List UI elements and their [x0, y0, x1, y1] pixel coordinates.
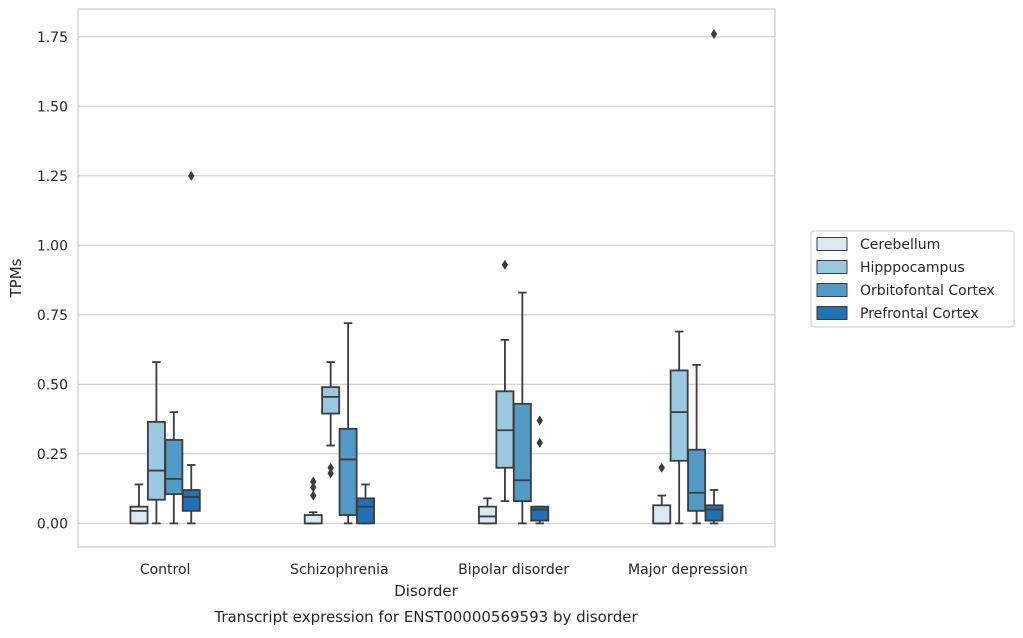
- y-tick-label: 1.75: [37, 30, 68, 46]
- outlier-point: [327, 468, 334, 479]
- legend-label: Hipppocampus: [860, 260, 965, 276]
- box-cerebellum: [303, 476, 323, 525]
- box-prefrontal-cortex: [704, 29, 724, 525]
- legend-label: Cerebellum: [860, 237, 940, 253]
- outlier-point: [310, 490, 317, 501]
- box-body: [181, 489, 201, 512]
- x-tick-label: Major depression: [628, 562, 748, 578]
- y-tick-label: 0.75: [37, 308, 68, 324]
- chart-title: Transcript expression for ENST0000056959…: [213, 608, 638, 626]
- box-body: [478, 505, 497, 525]
- box-body: [652, 504, 672, 525]
- box-body: [164, 439, 184, 496]
- box-hipppocampus: [146, 361, 166, 525]
- y-tick-label: 1.00: [37, 238, 68, 254]
- x-tick-label: Bipolar disorder: [458, 562, 569, 578]
- box-body: [303, 514, 323, 525]
- outlier-point: [536, 415, 543, 426]
- box-orbitofontal-cortex: [338, 322, 358, 525]
- box-cerebellum: [478, 497, 497, 525]
- box-orbitofontal-cortex: [512, 291, 532, 525]
- y-tick-labels: 0.00 0.25 0.50 0.75 1.00 1.25 1.50 1.75: [37, 30, 68, 533]
- x-axis-label: Disorder: [394, 582, 458, 600]
- outlier-point: [658, 462, 665, 473]
- box-body: [512, 402, 532, 503]
- outlier-point: [536, 437, 543, 448]
- box-cerebellum: [652, 462, 672, 525]
- y-tick-label: 1.25: [37, 169, 68, 185]
- box-body: [356, 497, 375, 525]
- x-tick-label: Schizophrenia: [290, 562, 388, 578]
- legend: Cerebellum Hipppocampus Orbitofontal Corte…: [810, 230, 1015, 328]
- box-hipppocampus: [495, 259, 515, 503]
- y-tick-label: 1.50: [37, 99, 68, 115]
- box-prefrontal-cortex: [356, 483, 375, 525]
- legend-swatch: [816, 237, 848, 251]
- box-hipppocampus: [669, 330, 689, 525]
- legend-swatch: [816, 306, 848, 320]
- legend-swatch: [816, 260, 848, 274]
- box-cerebellum: [129, 483, 149, 525]
- outlier-point: [710, 29, 718, 40]
- y-tick-label: 0.50: [37, 377, 68, 393]
- box-body: [129, 505, 149, 525]
- plot-area-background: [78, 9, 775, 547]
- box-body: [687, 448, 707, 512]
- legend-label: Prefrontal Cortex: [860, 306, 979, 322]
- box-prefrontal-cortex: [530, 415, 550, 525]
- y-tick-label: 0.25: [37, 447, 68, 463]
- box-hipppocampus: [321, 361, 341, 479]
- outlier-point: [188, 170, 195, 181]
- box-orbitofontal-cortex: [164, 411, 184, 525]
- x-tick-labels: Control Schizophrenia Bipolar disorder Majo…: [140, 562, 748, 578]
- box-prefrontal-cortex: [181, 170, 201, 525]
- box-body: [704, 504, 724, 522]
- legend-swatch: [816, 283, 848, 297]
- y-tick-label: 0.00: [37, 516, 68, 532]
- box-body: [669, 369, 689, 462]
- legend-items: Cerebellum Hipppocampus Orbitofontal Corte…: [816, 237, 995, 322]
- box-series-layer: [129, 29, 724, 525]
- plot-area-frame: [77, 8, 776, 548]
- y-axis-label: TPMs: [7, 258, 25, 298]
- x-tick-label: Control: [140, 562, 191, 578]
- legend-label: Orbitofontal Cortex: [860, 283, 995, 299]
- box-orbitofontal-cortex: [687, 363, 707, 525]
- outlier-point: [327, 462, 334, 473]
- legend-frame: [810, 230, 1015, 328]
- box-body: [321, 386, 341, 415]
- box-body: [146, 420, 166, 501]
- outlier-point: [310, 482, 317, 493]
- outlier-point: [310, 476, 317, 487]
- outlier-point: [501, 259, 509, 270]
- box-body: [338, 427, 358, 516]
